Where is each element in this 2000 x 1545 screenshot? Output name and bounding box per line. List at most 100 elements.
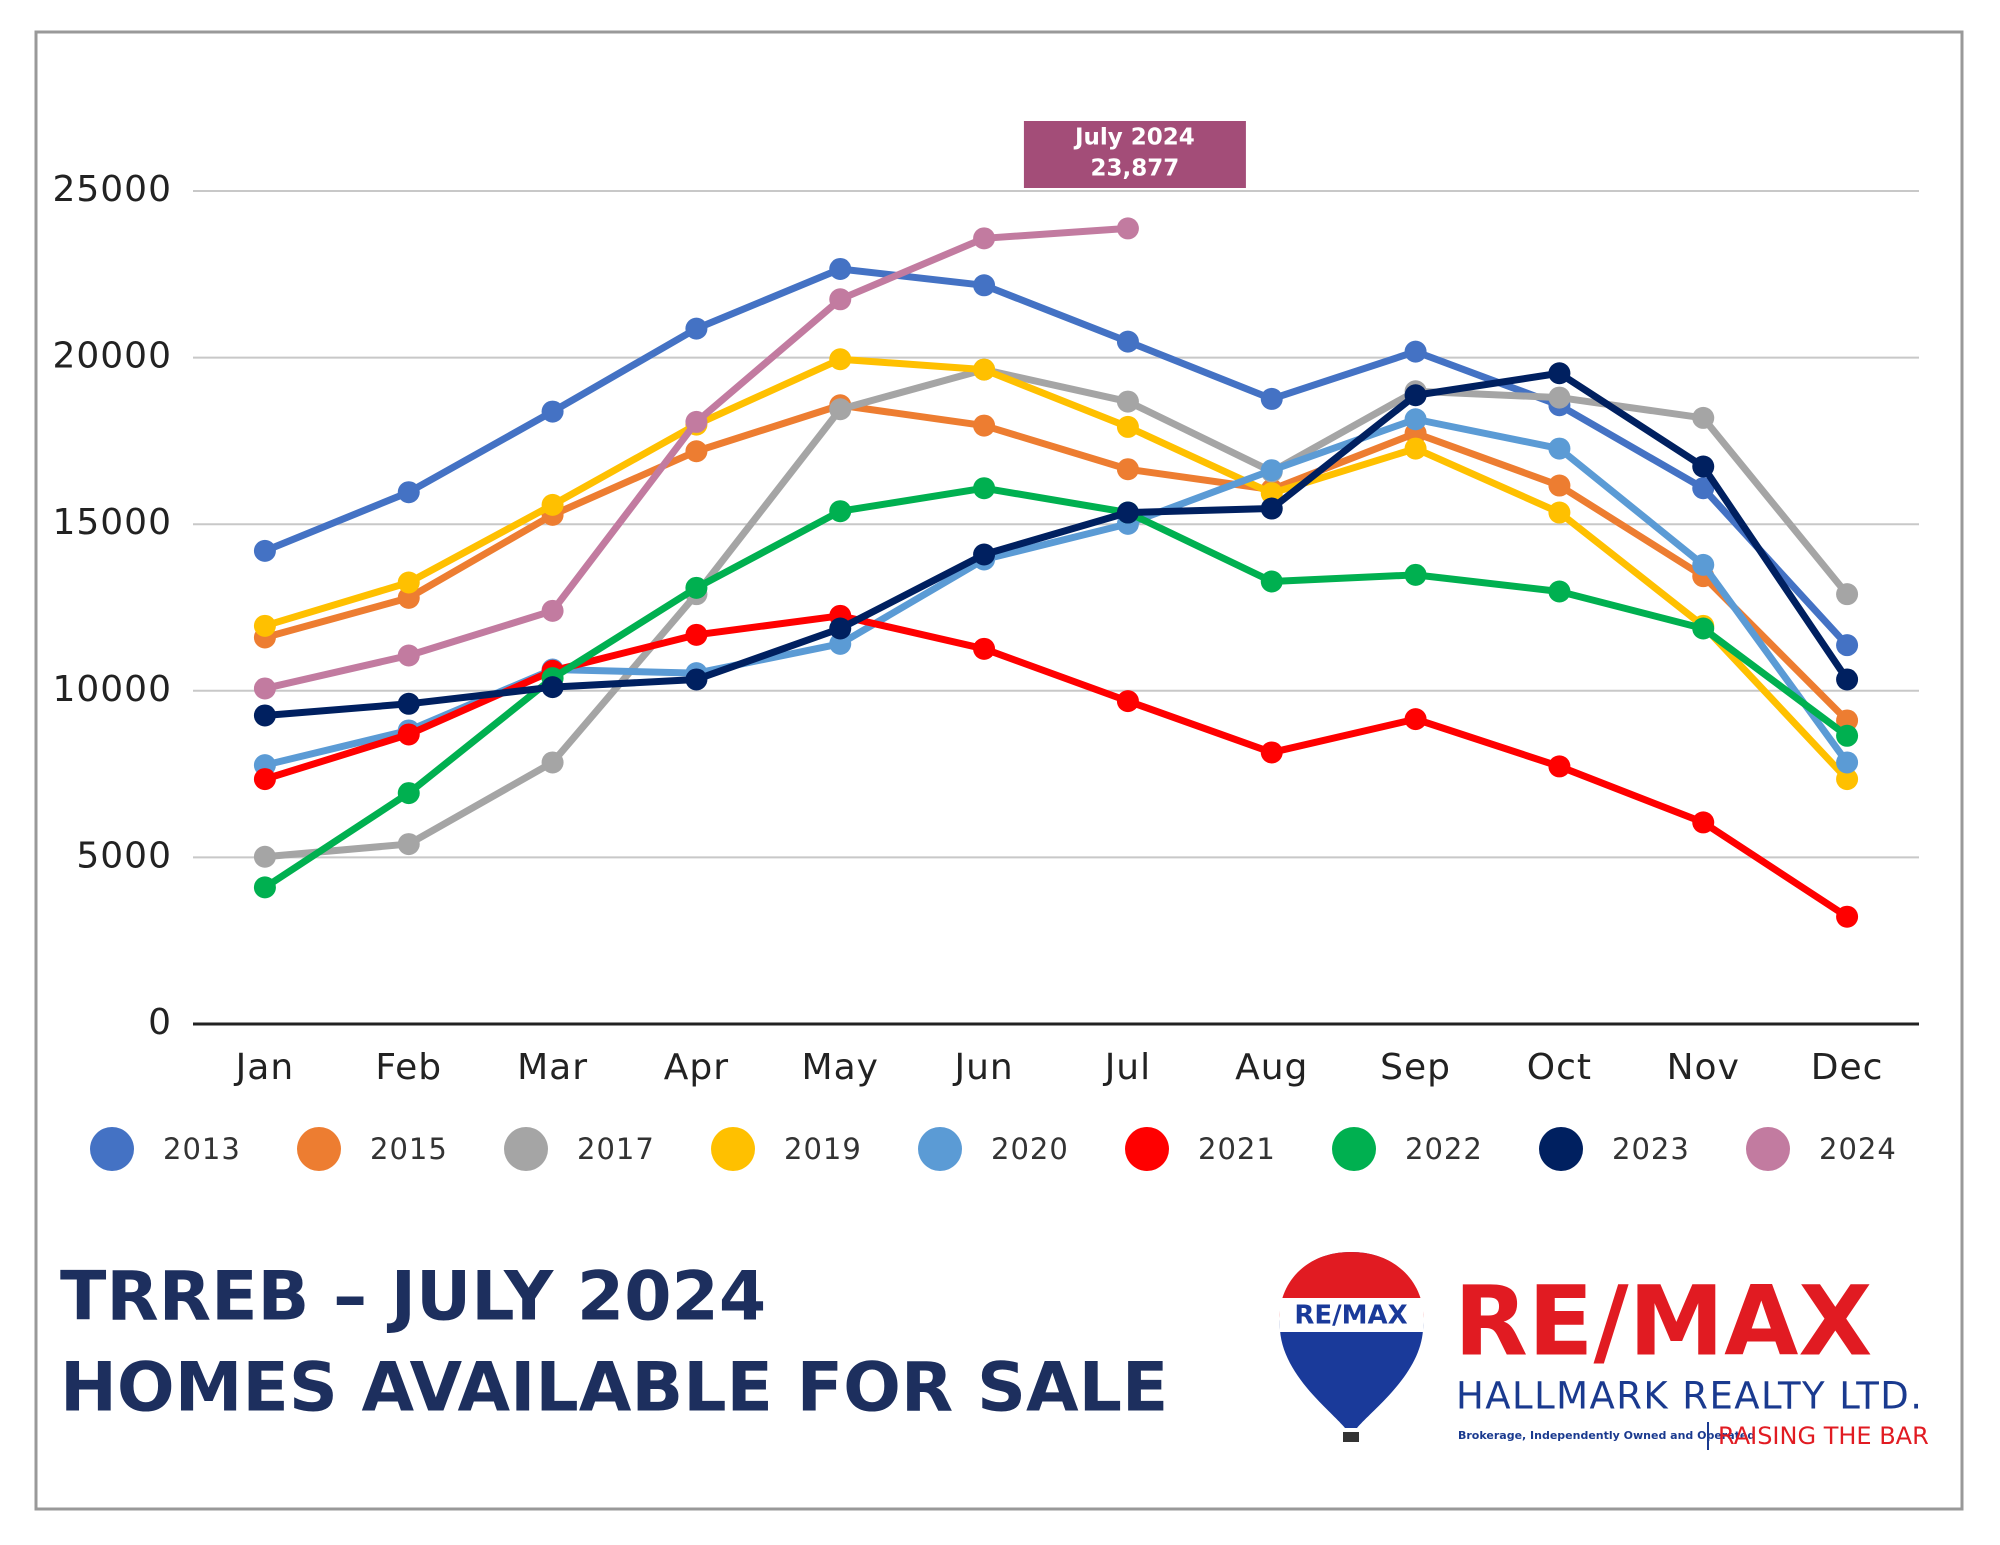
point [973, 477, 996, 500]
point [1404, 408, 1427, 431]
legend-swatch [1746, 1127, 1790, 1171]
legend-swatch [90, 1127, 134, 1171]
x-tick-label: May [802, 1047, 879, 1088]
annotation-text: July 2024 [1073, 125, 1195, 151]
series-line [262, 484, 1850, 891]
point [685, 576, 708, 599]
legend-swatch [1125, 1127, 1169, 1171]
title-line: TRREB – JULY 2024 [60, 1258, 766, 1337]
point [541, 751, 564, 774]
legend-label: 2020 [991, 1132, 1069, 1166]
point [1836, 583, 1859, 606]
point [685, 410, 708, 433]
series [253, 348, 1859, 791]
y-tick-label: 10000 [52, 669, 172, 710]
point [1836, 768, 1859, 791]
balloon-text: RE/MAX [1294, 1301, 1407, 1331]
point [1692, 455, 1715, 478]
point [541, 493, 564, 516]
y-tick-label: 5000 [76, 835, 172, 876]
point [1116, 217, 1139, 240]
title-line: HOMES AVAILABLE FOR SALE [60, 1349, 1168, 1428]
point [1260, 570, 1283, 593]
x-tick-label: Feb [375, 1047, 442, 1088]
point [829, 257, 852, 280]
legend-label: 2015 [370, 1132, 448, 1166]
balloon-band [1280, 1298, 1423, 1332]
series [253, 257, 1859, 657]
point [1116, 458, 1139, 481]
point [1692, 477, 1715, 500]
point [253, 677, 276, 700]
legend-label: 2019 [784, 1132, 862, 1166]
point [829, 348, 852, 371]
point [1116, 501, 1139, 524]
point [397, 644, 420, 667]
tagline: RAISING THE BAR [1718, 1422, 1929, 1450]
point [1548, 755, 1571, 778]
point [1836, 724, 1859, 747]
x-tick-label: Oct [1527, 1047, 1592, 1088]
point [685, 440, 708, 463]
point [1116, 330, 1139, 353]
point [1404, 340, 1427, 363]
x-tick-label: Aug [1235, 1047, 1308, 1088]
legend-swatch [1539, 1127, 1583, 1171]
brand: RE/MAX [1454, 1265, 1872, 1377]
series-line [263, 612, 1849, 920]
point [685, 317, 708, 340]
x-tick-label: Dec [1811, 1047, 1884, 1088]
point [397, 571, 420, 594]
point [1548, 386, 1571, 409]
point [829, 617, 852, 640]
point [1404, 437, 1427, 460]
legend-label: 2024 [1819, 1132, 1897, 1166]
legend-swatch [918, 1127, 962, 1171]
point [685, 623, 708, 646]
point [973, 227, 996, 250]
point [1404, 384, 1427, 407]
y-tick-label: 25000 [52, 169, 172, 210]
point [829, 500, 852, 523]
point [397, 833, 420, 856]
legend-swatch [711, 1127, 755, 1171]
point [1836, 751, 1859, 774]
point [1692, 811, 1715, 834]
series-line [264, 366, 1850, 861]
point [541, 676, 564, 699]
point [1548, 474, 1571, 497]
point [1692, 406, 1715, 429]
basket [1343, 1432, 1359, 1442]
point [1548, 362, 1571, 385]
point [973, 543, 996, 566]
legend-label: 2023 [1612, 1132, 1690, 1166]
point [1404, 708, 1427, 731]
point [1692, 553, 1715, 576]
x-tick-label: Nov [1667, 1047, 1740, 1088]
point [1836, 905, 1859, 928]
point [397, 782, 420, 805]
point [253, 845, 276, 868]
point [1116, 690, 1139, 713]
series-line [263, 355, 1850, 782]
series [253, 362, 1859, 727]
point [685, 668, 708, 691]
y-tick-label: 0 [148, 1002, 172, 1043]
point [541, 400, 564, 423]
legend-swatch [297, 1127, 341, 1171]
legend-label: 2017 [577, 1132, 655, 1166]
x-tick-label: Mar [517, 1047, 588, 1088]
y-tick-label: 20000 [52, 336, 172, 377]
x-tick-label: Jan [234, 1047, 295, 1088]
point [829, 632, 852, 655]
point [1116, 415, 1139, 438]
logo: RE/MAX RE/MAX HALLMARK REALTY LTD. Broke… [1279, 1252, 1929, 1450]
point [253, 704, 276, 727]
annotation-box [1023, 121, 1246, 188]
point [973, 414, 996, 437]
x-tick-label: Jun [952, 1047, 1013, 1088]
point [1260, 741, 1283, 764]
legend-swatch [504, 1127, 548, 1171]
legend-label: 2022 [1405, 1132, 1483, 1166]
